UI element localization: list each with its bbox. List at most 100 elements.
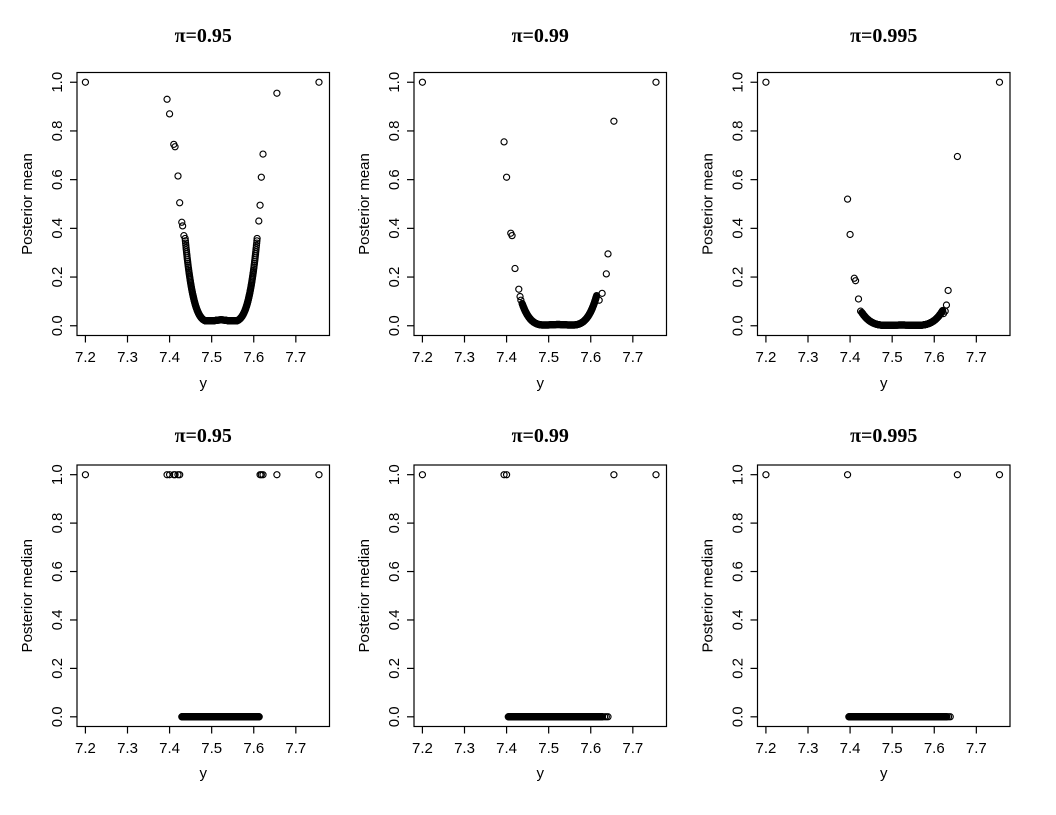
y-axis: 0.0 0.2 0.4 0.6 0.8 1.0 [730, 464, 758, 727]
data-point [315, 471, 323, 479]
data-point [610, 471, 618, 479]
panel-title: π=0.95 [175, 425, 232, 447]
x-tick-label: 7.4 [159, 349, 180, 366]
data-point [81, 78, 90, 86]
x-tick-label: 7.3 [454, 740, 475, 757]
data-point [846, 230, 854, 239]
x-axis-title: y [200, 375, 208, 392]
y-axis: 0.0 0.2 0.4 0.6 0.8 1.0 [386, 464, 414, 727]
x-tick-label: 7.5 [201, 349, 222, 366]
x-tick-label: 7.5 [538, 349, 559, 366]
data-point [176, 471, 184, 479]
y-tick-label: 0.0 [386, 315, 403, 336]
data-point [171, 143, 179, 151]
panel-title: π=0.99 [512, 425, 569, 447]
scatter-points [762, 471, 1004, 721]
y-tick-label: 0.0 [730, 706, 747, 727]
data-point [273, 89, 281, 97]
data-point [255, 217, 263, 225]
panel-title: π=0.99 [512, 25, 569, 47]
y-tick-label: 0.6 [386, 561, 403, 582]
x-tick-label: 7.4 [840, 349, 861, 366]
y-axis-title: Posterior median [356, 539, 373, 652]
data-point [259, 471, 267, 479]
x-axis: 7.2 7.3 7.4 7.5 7.6 7.7 [75, 726, 306, 757]
x-tick-label: 7.3 [117, 740, 138, 757]
x-tick-label: 7.7 [285, 740, 306, 757]
y-tick-label: 0.4 [49, 218, 66, 239]
y-tick-label: 0.0 [386, 706, 403, 727]
y-axis-title: Posterior mean [356, 153, 373, 255]
data-point [165, 471, 174, 479]
x-axis: 7.2 7.3 7.4 7.5 7.6 7.7 [75, 335, 306, 366]
y-axis: 0.0 0.2 0.4 0.6 0.8 1.0 [49, 72, 77, 336]
data-point [163, 471, 171, 479]
x-tick-label: 7.6 [243, 740, 264, 757]
data-point [253, 234, 261, 243]
data-point [516, 292, 524, 301]
y-tick-label: 0.6 [730, 169, 747, 190]
y-tick-label: 0.8 [386, 121, 403, 142]
y-tick-label: 0.4 [49, 610, 66, 631]
plot-box [413, 464, 668, 728]
scatter-points [762, 78, 1004, 329]
data-point [253, 239, 261, 247]
data-point [273, 471, 281, 479]
x-tick-label: 7.3 [798, 740, 819, 757]
y-tick-label: 1.0 [49, 72, 66, 93]
x-tick-label: 7.4 [496, 740, 517, 757]
y-axis-title: Posterior mean [700, 153, 717, 255]
data-point [255, 713, 263, 721]
data-point [604, 713, 612, 721]
data-point [171, 471, 179, 479]
x-axis-title: y [537, 375, 545, 392]
data-point [256, 201, 264, 209]
panel-title: π=0.995 [850, 25, 917, 47]
x-axis: 7.2 7.3 7.4 7.5 7.6 7.7 [412, 726, 643, 757]
y-axis: 0.0 0.2 0.4 0.6 0.8 1.0 [386, 72, 414, 336]
data-point [995, 78, 1004, 86]
y-axis: 0.0 0.2 0.4 0.6 0.8 1.0 [49, 464, 77, 727]
x-tick-label: 7.5 [882, 740, 903, 757]
data-point [500, 138, 508, 146]
y-tick-label: 0.4 [730, 610, 747, 631]
x-tick-label: 7.5 [201, 740, 222, 757]
plot-box [76, 71, 331, 337]
y-axis-title: Posterior median [700, 539, 717, 652]
y-tick-label: 0.4 [386, 610, 403, 631]
data-point [315, 78, 323, 86]
y-tick-label: 0.6 [730, 561, 747, 582]
data-point [176, 199, 184, 207]
panel-median-pi-0.95: π=0.95 7.2 7.3 7.4 7.5 7.6 7.7 y 0.0 0.2 0.4 0.6 0.8… [19, 425, 331, 782]
y-tick-label: 0.8 [386, 513, 403, 534]
x-axis: 7.2 7.3 7.4 7.5 7.6 7.7 [412, 335, 643, 366]
data-point [843, 471, 852, 479]
x-tick-label: 7.6 [580, 740, 601, 757]
y-tick-label: 0.0 [730, 315, 747, 336]
panel-title: π=0.995 [850, 425, 917, 447]
data-point [165, 110, 174, 118]
data-point [418, 78, 427, 86]
y-tick-label: 1.0 [386, 464, 403, 485]
y-tick-label: 0.8 [49, 121, 66, 142]
x-tick-label: 7.2 [75, 349, 96, 366]
data-point [174, 172, 182, 180]
x-tick-label: 7.4 [496, 349, 517, 366]
y-tick-label: 0.2 [49, 658, 66, 679]
y-tick-label: 1.0 [386, 72, 403, 93]
data-point [762, 78, 770, 86]
data-point [944, 286, 952, 295]
data-point [854, 295, 863, 303]
data-point [515, 285, 523, 293]
x-tick-label: 7.3 [454, 349, 475, 366]
data-point [652, 78, 660, 86]
panel-mean-pi-0.95: π=0.95 7.2 7.3 7.4 7.5 7.6 7.7 y 0.0 0.2 0.4 0.6 0.8… [19, 25, 331, 392]
x-tick-label: 7.6 [924, 740, 945, 757]
x-axis-title: y [880, 375, 888, 392]
data-point [762, 471, 770, 479]
data-point [502, 173, 511, 181]
data-point [593, 291, 601, 300]
y-axis-title: Posterior mean [19, 153, 36, 255]
data-point [508, 232, 516, 240]
y-tick-label: 0.2 [730, 658, 747, 679]
